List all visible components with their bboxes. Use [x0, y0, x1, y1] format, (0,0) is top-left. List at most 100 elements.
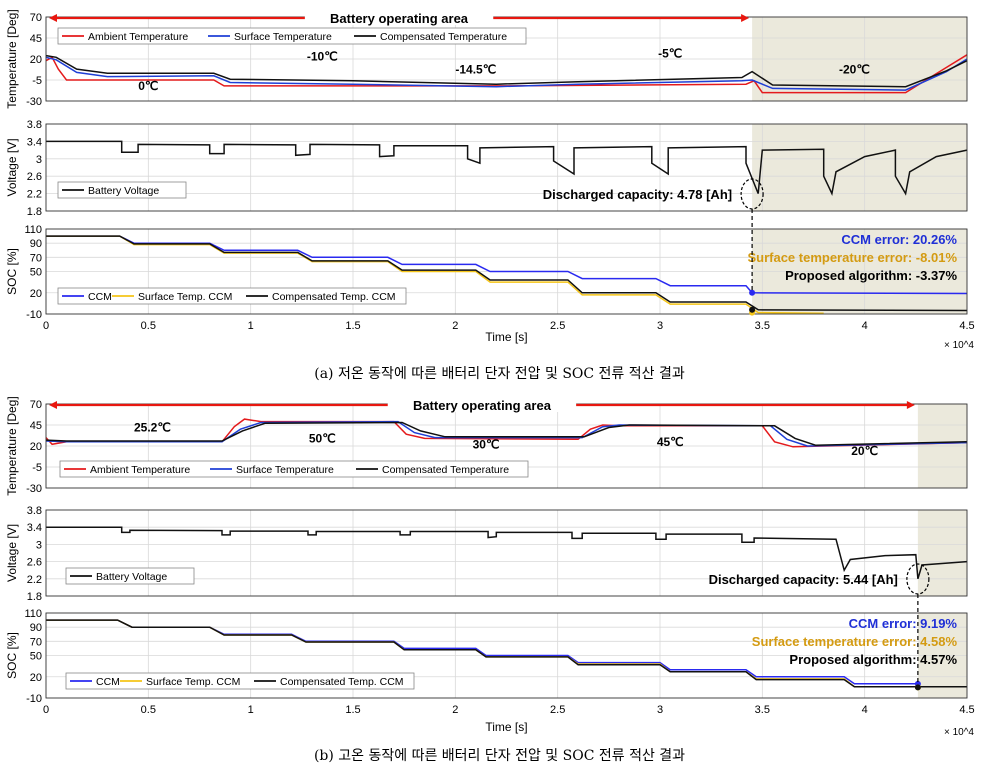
- a-soc-end-marker: [749, 306, 756, 313]
- b-voltage-ylabel: Voltage [V]: [5, 524, 19, 582]
- a-soc-legend-label: CCM: [88, 291, 112, 303]
- b-voltage-frame: [45, 509, 968, 597]
- b-xtick-label: 3: [657, 704, 663, 716]
- a-voltage-series-line: [46, 140, 968, 197]
- a-soc-error-label: Surface temperature error: -8.01%: [747, 250, 957, 265]
- b-temperature-ytick-label: 20: [30, 441, 42, 453]
- b-soc-legend-label: Compensated Temp. CCM: [280, 676, 404, 688]
- a-temperature-ytick-label: 70: [30, 12, 42, 24]
- a-temperature-legend-label: Surface Temperature: [234, 31, 332, 43]
- b-xtick-label: 4: [862, 704, 868, 716]
- b-operating-area-arrow: Battery operating area: [49, 397, 915, 413]
- a-soc-legend-label: Compensated Temp. CCM: [272, 291, 396, 303]
- b-temperature-annotation: 30℃: [473, 438, 500, 452]
- a-voltage-shade: [752, 124, 967, 211]
- a-soc-ytick-label: 70: [30, 252, 42, 264]
- b-xtick-label: 0: [43, 704, 49, 716]
- a-soc-ylabel: SOC [%]: [5, 248, 19, 295]
- a-xtick-label: 0.5: [141, 320, 156, 332]
- a-xtick-label: 2.5: [550, 320, 565, 332]
- a-xtick-label: 0: [43, 320, 49, 332]
- b-arrow-label-bg: [387, 397, 577, 412]
- b-temperature-panel: 70 45 20 -5 -30 Temperature [Deg] Ambient Temp…: [5, 396, 968, 496]
- a-voltage-ylabel: Voltage [V]: [5, 138, 19, 196]
- b-soc-ytick-label: 50: [30, 651, 42, 663]
- a-voltage-legend-box: [57, 181, 187, 199]
- b-soc-panel: 110 90 70 50 20 -10 SOC [%] CCM Surface Temp. CC…: [5, 608, 968, 705]
- a-voltage-ytick-label: 3.8: [27, 119, 42, 131]
- b-voltage-shade: [917, 510, 967, 596]
- b-temperature-ytick-label: 70: [30, 399, 42, 411]
- b-temperature-legend-box: [59, 460, 529, 478]
- a-x-exponent: × 10^4: [944, 340, 974, 351]
- b-temperature-ytick-label: -30: [26, 483, 42, 495]
- a-xtick-label: 3.5: [755, 320, 770, 332]
- b-temperature-series-line: [45, 421, 968, 446]
- b-xtick-label: 2: [452, 704, 458, 716]
- b-temperature-legend-label: Compensated Temperature: [382, 464, 509, 476]
- b-xtick-label: 4.5: [959, 704, 974, 716]
- b-soc-ytick-label: -10: [26, 693, 42, 705]
- a-voltage-frame: [45, 123, 968, 212]
- caption-b: (b) 고온 동작에 따른 배터리 단자 전압 및 SOC 전류 적산 결과: [313, 748, 686, 764]
- b-soc-ylabel: SOC [%]: [5, 632, 19, 679]
- a-arrow-label-bg: [304, 10, 494, 25]
- b-soc-end-marker: [914, 684, 921, 691]
- b-temperature-annotation: 45℃: [657, 435, 684, 449]
- b-operating-area-label: Battery operating area: [413, 398, 552, 413]
- a-soc-ytick-label: 20: [30, 288, 42, 300]
- caption-a: (a) 저온 동작에 따른 배터리 단자 전압 및 SOC 전류 적산 결과: [314, 366, 685, 382]
- a-temperature-annotation: -14.5℃: [455, 62, 496, 76]
- b-temperature-ylabel: Temperature [Deg]: [5, 396, 19, 495]
- a-xtick-label: 1: [248, 320, 254, 332]
- a-temperature-annotation: -20℃: [839, 62, 870, 76]
- b-voltage-ytick-label: 2.2: [27, 574, 42, 586]
- a-temperature-ylabel: Temperature [Deg]: [5, 9, 19, 108]
- b-temperature-ytick-label: 45: [30, 420, 42, 432]
- a-operating-area-arrow: Battery operating area: [49, 10, 750, 26]
- a-discharge-annotation: Discharged capacity: 4.78 [Ah]: [543, 178, 764, 293]
- b-soc-frame: [45, 612, 968, 699]
- a-temperature-ytick-label: -30: [26, 96, 42, 108]
- b-xtick-label: 0.5: [141, 704, 156, 716]
- b-voltage-ytick-label: 1.8: [27, 591, 42, 603]
- b-soc-legend-label: Surface Temp. CCM: [146, 676, 240, 688]
- a-temperature-legend-label: Compensated Temperature: [380, 31, 507, 43]
- a-temperature-ytick-label: -5: [32, 75, 42, 87]
- a-temperature-annotation: 0℃: [138, 79, 158, 93]
- a-temperature-annotation: -10℃: [307, 50, 338, 64]
- a-soc-ytick-label: -10: [26, 309, 42, 321]
- a-temperature-legend-label: Ambient Temperature: [88, 31, 188, 43]
- a-temperature-annotation: -5℃: [658, 46, 682, 60]
- a-xtick-label: 4.5: [959, 320, 974, 332]
- a-xlabel: Time [s]: [485, 330, 527, 344]
- b-soc-ytick-label: 90: [30, 622, 42, 634]
- b-voltage-ytick-label: 2.6: [27, 557, 42, 569]
- b-xtick-label: 3.5: [755, 704, 770, 716]
- a-soc-ytick-label: 90: [30, 238, 42, 250]
- a-soc-legend-label: Surface Temp. CCM: [138, 291, 232, 303]
- a-xtick-label: 3: [657, 320, 663, 332]
- b-voltage-panel: 3.8 3.4 3 2.6 2.2 1.8 Voltage [V] Battery Volta…: [5, 505, 968, 603]
- a-xtick-label: 4: [862, 320, 868, 332]
- b-discharge-label: Discharged capacity: 5.44 [Ah]: [709, 572, 898, 587]
- a-temperature-series-line: [45, 56, 968, 91]
- b-xlabel: Time [s]: [485, 720, 527, 734]
- a-temperature-legend-box: [57, 27, 527, 45]
- b-discharge-annotation: Discharged capacity: 5.44 [Ah]: [709, 563, 930, 684]
- a-voltage-ytick-label: 1.8: [27, 206, 42, 218]
- a-soc-panel: 110 90 70 50 20 -10 SOC [%] CCM Surface Temp. CC…: [5, 224, 968, 321]
- b-soc-error-label: Surface temperature error: 4.58%: [752, 634, 958, 649]
- a-soc-error-label: Proposed algorithm: -3.37%: [785, 268, 957, 283]
- b-voltage-plot-area: [46, 510, 967, 596]
- b-soc-legend-box: [65, 672, 415, 690]
- a-temperature-panel: 70 45 20 -5 -30 Temperature [Deg] Ambient Temp…: [5, 9, 968, 109]
- a-voltage-ytick-label: 3.4: [27, 136, 42, 148]
- a-voltage-legend-label: Battery Voltage: [88, 185, 159, 197]
- b-soc-series-line: [46, 619, 967, 688]
- b-arrow-head-left: [49, 401, 57, 409]
- a-soc-end-marker: [749, 289, 756, 296]
- b-soc-ytick-label: 20: [30, 672, 42, 684]
- a-voltage-ytick-label: 3: [36, 154, 42, 166]
